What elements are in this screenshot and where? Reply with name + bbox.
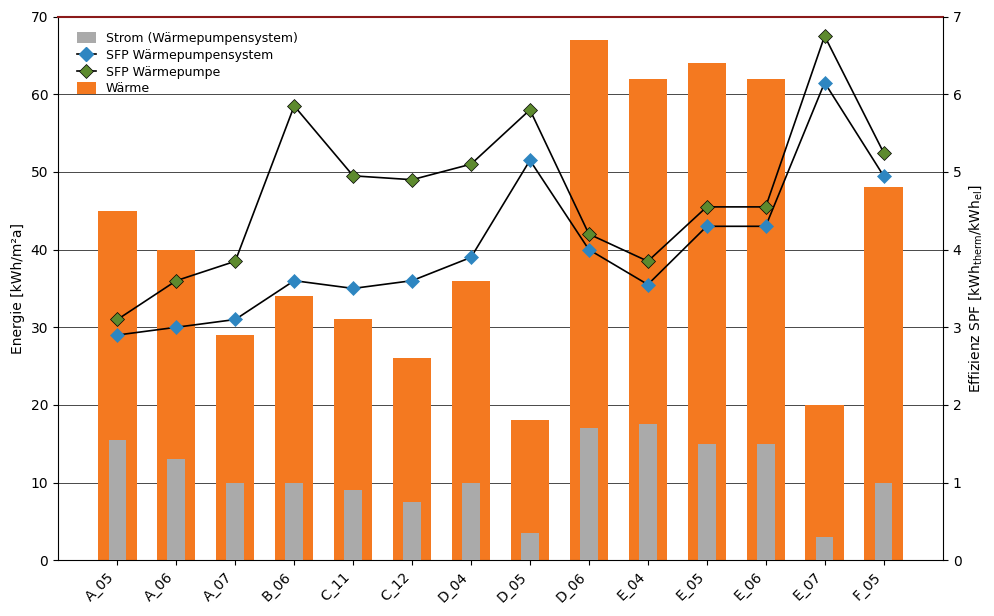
Bar — [157, 249, 195, 561]
Bar — [227, 482, 244, 561]
Bar — [521, 533, 538, 561]
Bar — [638, 424, 656, 561]
Bar — [697, 444, 715, 561]
Bar — [344, 490, 362, 561]
Y-axis label: Energie [kWh/m²a]: Energie [kWh/m²a] — [11, 223, 25, 354]
Bar — [98, 211, 136, 561]
Bar — [108, 440, 126, 561]
Bar — [451, 281, 490, 561]
Bar — [864, 187, 902, 561]
Bar — [580, 428, 597, 561]
Y-axis label: Effizienz SPF [kWh$_\mathregular{therm}$/kWh$_\mathregular{el}$]: Effizienz SPF [kWh$_\mathregular{therm}$… — [966, 184, 983, 393]
Bar — [756, 444, 773, 561]
Legend: Strom (Wärmepumpensystem), SFP Wärmepumpensystem, SFP Wärmepumpe, Wärme: Strom (Wärmepumpensystem), SFP Wärmepump… — [73, 28, 301, 99]
Bar — [510, 421, 549, 561]
Bar — [334, 320, 372, 561]
Bar — [628, 79, 666, 561]
Bar — [687, 63, 726, 561]
Bar — [461, 482, 479, 561]
Bar — [746, 79, 784, 561]
Bar — [285, 482, 303, 561]
Bar — [274, 296, 313, 561]
Bar — [216, 335, 254, 561]
Bar — [167, 460, 185, 561]
Bar — [815, 537, 833, 561]
Bar — [393, 359, 430, 561]
Bar — [805, 405, 843, 561]
Bar — [874, 482, 892, 561]
Bar — [570, 40, 607, 561]
Bar — [403, 502, 420, 561]
